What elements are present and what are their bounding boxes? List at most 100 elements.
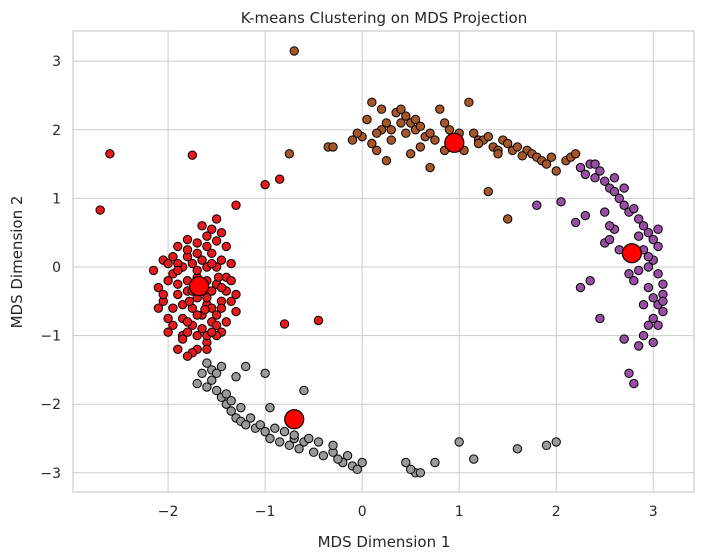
data-point <box>202 241 212 252</box>
data-point <box>211 368 222 379</box>
data-point <box>372 145 382 156</box>
data-point <box>386 135 396 145</box>
data-point <box>226 276 236 286</box>
data-point <box>454 437 464 447</box>
data-point <box>633 341 644 351</box>
data-point <box>415 142 426 152</box>
data-point <box>444 125 455 135</box>
data-point <box>435 104 445 114</box>
data-point <box>396 104 406 114</box>
data-point <box>197 221 207 231</box>
data-point <box>503 214 513 224</box>
data-point <box>425 162 435 173</box>
data-point <box>158 289 168 300</box>
x-tick-label: 0 <box>358 504 367 520</box>
data-point <box>575 282 586 293</box>
data-point <box>512 142 523 152</box>
chart-title: K-means Clustering on MDS Projection <box>241 9 527 27</box>
data-point <box>216 361 227 372</box>
data-point <box>386 125 396 135</box>
data-point <box>207 224 217 234</box>
data-point <box>362 114 372 125</box>
data-point <box>405 149 416 159</box>
data-point <box>105 149 115 159</box>
data-point <box>192 238 202 248</box>
data-point <box>648 313 658 324</box>
data-point <box>556 197 566 207</box>
data-point <box>308 447 319 457</box>
data-point <box>629 276 639 286</box>
x-tick-label: −1 <box>255 504 276 520</box>
data-point <box>595 166 605 176</box>
data-point <box>483 186 493 197</box>
data-point <box>619 183 629 193</box>
x-tick-labels: −2 −1 0 1 2 3 <box>158 504 658 520</box>
data-point <box>192 265 202 276</box>
data-point <box>173 265 183 276</box>
data-point <box>168 320 178 330</box>
data-point <box>600 207 610 217</box>
data-point <box>658 296 668 306</box>
data-point <box>648 234 658 245</box>
data-point <box>580 169 591 180</box>
data-point <box>313 437 324 447</box>
data-point <box>216 255 227 265</box>
centroid-marker <box>189 276 210 297</box>
x-tick-label: 1 <box>455 504 464 520</box>
centroid-marker <box>444 132 465 153</box>
x-axis-label: MDS Dimension 1 <box>318 533 451 551</box>
data-point <box>265 402 275 413</box>
data-point <box>182 317 193 327</box>
data-point <box>221 241 232 252</box>
data-point <box>299 385 309 396</box>
data-point <box>551 437 561 447</box>
data-point <box>367 97 377 108</box>
data-point <box>192 378 202 389</box>
data-point <box>401 111 411 121</box>
data-point <box>260 179 270 190</box>
data-point <box>274 437 285 447</box>
data-point <box>163 313 173 324</box>
data-point <box>211 214 222 224</box>
data-point <box>163 276 173 286</box>
data-point <box>352 464 363 475</box>
data-point <box>430 457 440 468</box>
y-tick-label: −1 <box>40 329 61 345</box>
data-point <box>541 159 552 169</box>
data-point <box>609 186 620 197</box>
data-point <box>284 149 295 159</box>
data-point <box>182 245 193 255</box>
y-axis-label: MDS Dimension 2 <box>8 196 26 329</box>
y-tick-label: 2 <box>52 123 61 139</box>
data-points <box>95 46 668 478</box>
data-point <box>619 200 629 210</box>
data-point <box>658 279 668 289</box>
data-point <box>633 265 644 276</box>
data-point <box>614 193 624 204</box>
data-point <box>653 320 663 330</box>
data-point <box>197 324 207 334</box>
data-point <box>231 306 241 317</box>
data-point <box>241 420 251 430</box>
data-point <box>153 303 164 313</box>
data-point <box>202 382 212 392</box>
y-tick-labels: −3 −2 −1 0 1 2 3 <box>40 54 61 482</box>
data-point <box>184 296 195 306</box>
data-point <box>333 454 343 464</box>
data-point <box>168 251 178 262</box>
data-point <box>401 128 411 138</box>
data-point <box>604 234 615 245</box>
data-point <box>633 231 644 241</box>
data-point <box>182 327 193 337</box>
data-point <box>638 221 649 231</box>
data-point <box>633 214 644 224</box>
data-point <box>213 272 224 282</box>
data-point <box>405 464 416 475</box>
data-point <box>202 293 212 303</box>
data-point <box>483 131 493 142</box>
data-point <box>265 433 275 444</box>
x-tick-label: 3 <box>649 504 658 520</box>
data-point <box>260 368 270 379</box>
plot-frame <box>72 30 695 493</box>
centroids <box>189 132 643 430</box>
